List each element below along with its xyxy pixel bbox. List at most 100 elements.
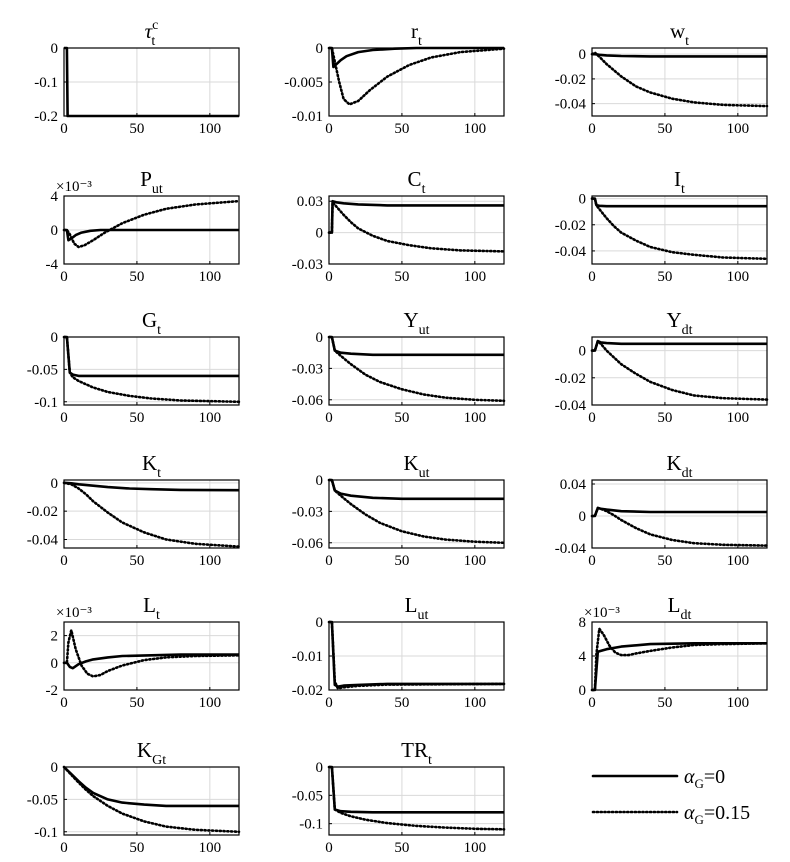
x-tick-label: 50 — [129, 410, 144, 426]
axes-frame — [63, 621, 240, 691]
series-line-dotted — [590, 506, 769, 547]
x-tick-label: 100 — [199, 695, 222, 711]
series-line-dotted — [590, 51, 769, 108]
x-tick-label: 50 — [657, 121, 672, 137]
x-tick-label: 50 — [394, 840, 409, 856]
y-tick-label: 0 — [579, 344, 587, 360]
x-tick-label: 0 — [325, 121, 333, 137]
series-line-dotted — [327, 478, 506, 545]
subplot-4: 0 50 100-404×10⁻³ Put — [46, 167, 241, 285]
subplot-title: Kut — [403, 451, 429, 481]
y-tick-label: -0.2 — [34, 109, 58, 125]
axes-frame — [591, 336, 768, 406]
x-tick-label: 0 — [588, 410, 596, 426]
y-tick-label: 0 — [316, 615, 324, 631]
y-tick-label: -4 — [46, 257, 59, 273]
y-tick-label: 0 — [51, 760, 59, 776]
series-line-dotted — [62, 765, 241, 834]
y-tick-label: -0.03 — [292, 361, 323, 377]
x-tick-label: 0 — [60, 121, 68, 137]
series-line-dotted — [327, 765, 506, 831]
y-tick-label: 0 — [51, 656, 59, 672]
x-tick-label: 100 — [199, 840, 222, 856]
subplot-title: Ydt — [666, 308, 692, 338]
y-tick-label: -0.04 — [555, 97, 587, 113]
y-tick-label: -0.06 — [292, 393, 324, 409]
axes-frame — [591, 479, 768, 549]
subplot-title: Gt — [142, 308, 161, 338]
y-tick-label: -2 — [46, 683, 59, 699]
axis-exponent-label: ×10⁻³ — [56, 605, 92, 621]
y-tick-label: 0 — [579, 47, 587, 63]
subplot-15: 0 50 100 0 4 8×10⁻³ Ldt — [579, 593, 769, 711]
subplot-11: 0 50 100 -0.06 -0.03 0 Kut — [292, 451, 506, 569]
series-line-dotted — [590, 627, 769, 692]
y-tick-label: -0.04 — [555, 398, 587, 414]
subplot-title: Put — [140, 167, 163, 197]
plot-area — [64, 337, 239, 405]
x-tick-label: 50 — [129, 553, 144, 569]
subplot-16: 0 50 100 -0.1 -0.05 0 KGt — [27, 738, 241, 856]
subplot-title: Ct — [408, 167, 426, 197]
series-line-dotted — [62, 481, 241, 548]
subplot-title: Kt — [142, 451, 161, 481]
axis-exponent-label: ×10⁻³ — [584, 605, 620, 621]
x-tick-label: 100 — [199, 269, 222, 285]
y-tick-label: -0.05 — [27, 792, 58, 808]
x-tick-label: 0 — [588, 695, 596, 711]
x-tick-label: 0 — [60, 553, 68, 569]
subplot-1: 0 50 100 -0.2 -0.1 0 τc t — [34, 18, 240, 137]
subplot-title: Lut — [405, 593, 429, 623]
series-line-solid — [64, 228, 239, 242]
y-tick-label: 0 — [316, 330, 324, 346]
x-tick-label: 0 — [60, 410, 68, 426]
axes-frame — [63, 766, 240, 836]
series-line-dotted — [62, 199, 241, 249]
series-line-dotted — [62, 628, 241, 678]
x-tick-label: 0 — [325, 410, 333, 426]
subplot-2: 0 50 100 -0.01 -0.005 0 rt — [284, 19, 506, 137]
y-tick-label: -0.04 — [27, 533, 59, 549]
y-tick-label: -0.02 — [292, 683, 323, 699]
y-tick-label: 0 — [316, 41, 324, 57]
subplot-title: Ldt — [668, 593, 692, 623]
x-tick-label: 0 — [325, 269, 333, 285]
y-tick-label: 0 — [51, 41, 59, 57]
y-tick-label: -0.02 — [555, 72, 586, 88]
x-tick-label: 100 — [464, 695, 487, 711]
y-tick-label: 0 — [51, 330, 59, 346]
series-line-dotted — [62, 335, 241, 404]
axes-frame — [63, 479, 240, 549]
subplot-title: rt — [411, 19, 422, 49]
x-tick-label: 0 — [60, 695, 68, 711]
y-tick-label: 2 — [51, 629, 59, 645]
x-tick-label: 50 — [129, 840, 144, 856]
x-tick-label: 50 — [129, 269, 144, 285]
subplot-13: 0 50 100-202×10⁻³ Lt — [46, 593, 241, 711]
axes-frame — [328, 479, 505, 549]
plot-area — [592, 480, 767, 548]
y-tick-label: 4 — [51, 189, 59, 205]
y-tick-label: 0 — [579, 192, 587, 208]
x-tick-label: 50 — [394, 121, 409, 137]
series-line-solid — [63, 481, 240, 492]
x-tick-label: 100 — [464, 840, 487, 856]
x-tick-label: 0 — [325, 840, 333, 856]
y-tick-label: -0.05 — [292, 788, 323, 804]
x-tick-label: 0 — [588, 553, 596, 569]
axes-frame — [63, 336, 240, 406]
subplot-17: 0 50 100 -0.1 -0.05 0 TRt — [292, 738, 506, 856]
x-tick-label: 50 — [657, 695, 672, 711]
y-tick-label: -0.03 — [292, 257, 323, 273]
x-tick-label: 100 — [727, 553, 750, 569]
legend-label: αG=0 — [684, 766, 725, 791]
y-tick-label: -0.01 — [292, 649, 323, 665]
x-tick-label: 100 — [464, 553, 487, 569]
x-tick-label: 0 — [325, 553, 333, 569]
y-tick-label: -0.04 — [555, 244, 587, 260]
x-tick-label: 50 — [394, 553, 409, 569]
plot-area — [592, 337, 767, 405]
